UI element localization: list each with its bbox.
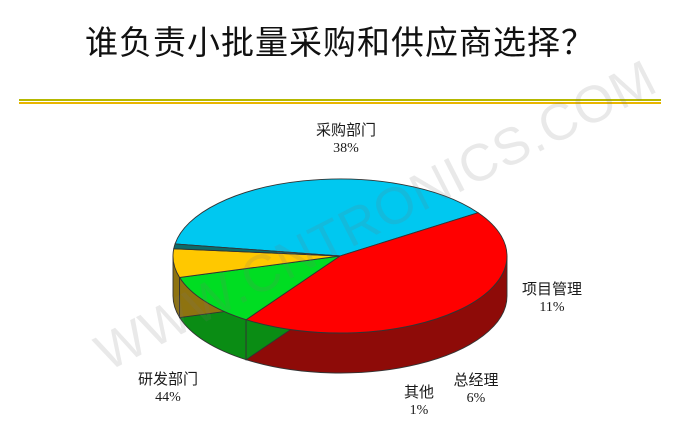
slice-label-other: 其他 1% bbox=[391, 384, 447, 419]
slice-label-other-name: 其他 bbox=[403, 385, 434, 401]
pie-chart bbox=[0, 104, 680, 441]
slice-label-rd-value: 44% bbox=[155, 390, 181, 405]
slice-label-purchasing-value: 38% bbox=[333, 141, 359, 156]
slice-label-project-name: 项目管理 bbox=[521, 282, 582, 298]
pie-slice-top bbox=[178, 255, 341, 321]
title-divider bbox=[19, 99, 661, 104]
pie-slice-top bbox=[173, 243, 341, 257]
slice-label-other-value: 1% bbox=[409, 403, 429, 418]
pie-slices-group bbox=[172, 178, 508, 374]
slice-label-purchasing: 采购部门 38% bbox=[286, 122, 406, 157]
slice-label-general-manager-value: 6% bbox=[466, 391, 486, 406]
divider-line-top bbox=[19, 99, 661, 101]
pie-slice-top bbox=[245, 212, 508, 334]
slice-label-purchasing-name: 采购部门 bbox=[315, 123, 376, 139]
slice-label-general-manager-name: 总经理 bbox=[453, 373, 499, 389]
slice-label-general-manager: 总经理 6% bbox=[434, 372, 518, 407]
page-title: 谁负责小批量采购和供应商选择？ bbox=[85, 26, 595, 62]
slice-label-project-value: 11% bbox=[539, 300, 565, 315]
pie-chart-svg bbox=[172, 178, 508, 374]
divider-line-bottom bbox=[19, 102, 661, 104]
divider-line-gap bbox=[19, 101, 661, 102]
slice-label-rd-name: 研发部门 bbox=[137, 372, 198, 388]
slice-label-rd: 研发部门 44% bbox=[110, 371, 226, 406]
slice-label-project: 项目管理 11% bbox=[500, 281, 604, 316]
pie-slice-top bbox=[174, 178, 480, 257]
